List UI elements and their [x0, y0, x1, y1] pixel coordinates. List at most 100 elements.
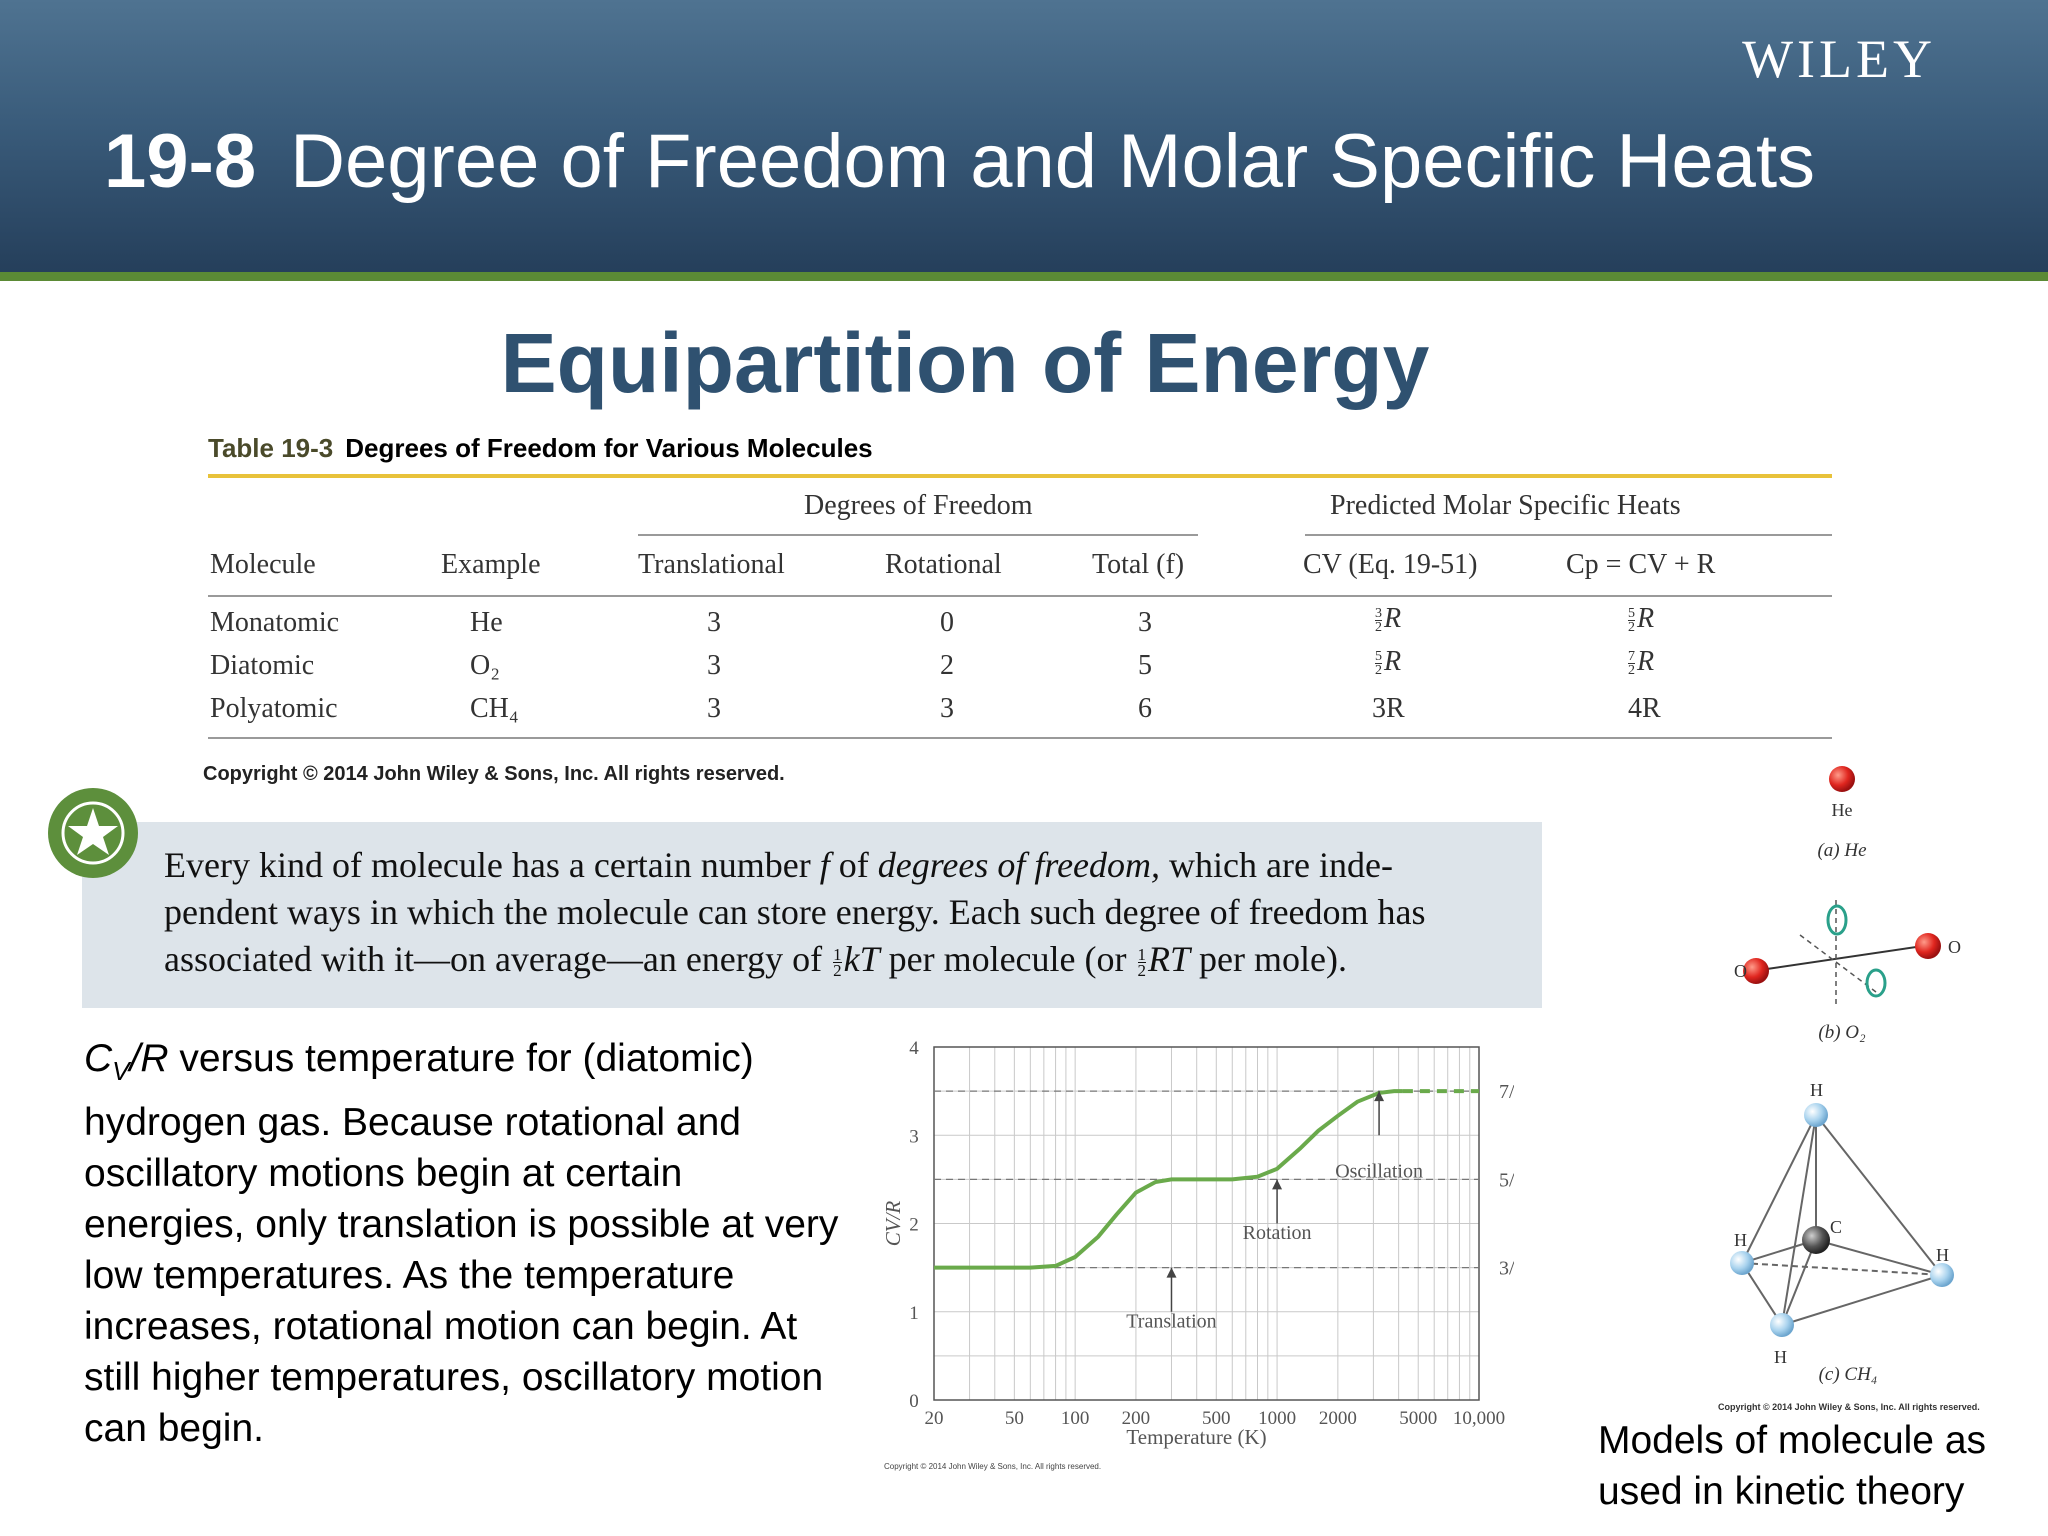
group-rule-dof: [638, 534, 1198, 536]
y-axis-label: CV/R: [881, 1201, 905, 1247]
c-label: C: [1830, 1217, 1842, 1237]
hydrogen-atom: [1804, 1103, 1828, 1127]
col-molecule: Molecule: [210, 549, 316, 580]
col-cv: CV (Eq. 19-51): [1303, 549, 1478, 580]
definition-box: [82, 822, 1542, 1008]
col-rotational: Rotational: [885, 549, 1002, 580]
section-heading: Degree of Freedom and Molar Specific Hea…: [290, 119, 1816, 204]
molecule-copyright: Copyright © 2014 John Wiley & Sons, Inc.…: [1718, 1402, 1980, 1412]
helium-atom: [1829, 766, 1855, 792]
cell-molecule: Polyatomic: [210, 693, 338, 724]
col-cp: Cp = CV + R: [1566, 549, 1716, 580]
x-tick-label: 1000: [1258, 1408, 1296, 1429]
annotation-label: Oscillation: [1335, 1160, 1423, 1182]
slide-title: Equipartition of Energy: [500, 316, 1430, 410]
x-tick-label: 20: [925, 1408, 944, 1429]
wiley-logo: WILEY: [1742, 29, 1936, 89]
section-number: 19-8: [104, 119, 257, 204]
series-line: [934, 1089, 1403, 1270]
table-label: Table 19-3: [208, 433, 334, 463]
cv-temperature-chart: 3/25/27/2205010020050010002000500010,000…: [881, 1038, 1514, 1449]
definition-line-3: associated with it—on average—an energy …: [164, 939, 1347, 981]
y-tick-label: 4: [909, 1038, 919, 1059]
x-tick-label: 500: [1202, 1408, 1231, 1429]
cell-cp: 4R: [1628, 693, 1661, 724]
o2-bond: [1759, 944, 1931, 971]
cell-molecule: Monatomic: [210, 607, 340, 638]
y-tick-label: 3: [909, 1126, 919, 1147]
chart-caption: CV/R versus temperature for (diatomic) h…: [84, 1037, 839, 1450]
o-label: O: [1948, 937, 1961, 957]
section-title: 19-8 Degree of Freedom and Molar Specific…: [104, 118, 1815, 205]
x-tick-label: 50: [1005, 1408, 1024, 1429]
carbon-atom: [1802, 1226, 1830, 1254]
table-title: Degrees of Freedom for Various Molecules: [345, 433, 873, 463]
cell-rotational: 2: [940, 650, 954, 681]
table-top-rule: [208, 474, 1832, 478]
definition-line-2: pendent ways in which the molecule can s…: [164, 892, 1426, 932]
he-label: He: [1832, 800, 1853, 820]
x-axis-label: Temperature (K): [1126, 1425, 1266, 1449]
h-label: H: [1774, 1347, 1787, 1367]
cell-cv: 3R: [1372, 693, 1405, 724]
he-caption: (a) He: [1817, 840, 1866, 861]
group-rule-predicted: [1305, 534, 1832, 536]
x-tick-label: 5000: [1399, 1408, 1437, 1429]
annotation-label: Translation: [1126, 1310, 1216, 1332]
arrow-icon: [1166, 1267, 1177, 1278]
hydrogen-atom: [1930, 1263, 1954, 1287]
table-caption: Table 19-3 Degrees of Freedom for Various…: [208, 433, 873, 464]
cell-translational: 3: [707, 650, 721, 681]
h-label: H: [1734, 1230, 1747, 1250]
ch4-caption: (c) CH₄: [1819, 1364, 1878, 1385]
chart-copyright: Copyright © 2014 John Wiley & Sons, Inc.…: [884, 1462, 1102, 1471]
cell-example: O₂: [470, 650, 500, 681]
y-tick-label: 0: [909, 1391, 919, 1412]
cell-translational: 3: [707, 607, 721, 638]
x-tick-label: 10,000: [1453, 1408, 1505, 1429]
header-rule: [208, 595, 1832, 597]
molecule-models: He (a) He O O (b) O₂ H H H H C (c) CH₄: [1730, 766, 1961, 1385]
cell-total: 6: [1138, 693, 1152, 724]
header-accent-stripe: [0, 272, 2048, 281]
y-tick-label: 1: [909, 1303, 919, 1324]
cell-molecule: Diatomic: [210, 650, 315, 681]
cell-total: 5: [1138, 650, 1152, 681]
rotation-arrow-icon: [1865, 968, 1887, 998]
x-tick-label: 200: [1122, 1408, 1151, 1429]
col-translational: Translational: [638, 549, 785, 580]
definition-line-1: Every kind of molecule has a certain num…: [164, 845, 1393, 885]
arrow-icon: [1374, 1091, 1385, 1102]
oxygen-atom: [1743, 958, 1769, 984]
cell-rotational: 0: [940, 607, 954, 638]
col-total: Total (f): [1092, 549, 1185, 580]
cell-translational: 3: [707, 693, 721, 724]
cell-rotational: 3: [940, 693, 954, 724]
header-predicted-heats: Predicted Molar Specific Heats: [1330, 490, 1681, 521]
molecule-caption: Models of molecule as used in kinetic th…: [1598, 1419, 1987, 1513]
plot-frame: [933, 1046, 1480, 1401]
h-label: H: [1810, 1080, 1823, 1100]
col-example: Example: [441, 549, 541, 580]
cell-example: CH₄: [470, 693, 519, 724]
o-label: O: [1734, 961, 1747, 981]
h-label: H: [1936, 1245, 1949, 1265]
arrow-icon: [1272, 1179, 1283, 1190]
annotation-label: Rotation: [1243, 1222, 1312, 1244]
x-tick-label: 100: [1061, 1408, 1090, 1429]
y-tick-label: 2: [909, 1215, 919, 1236]
rotation-arrow-icon: [1826, 904, 1848, 936]
table-copyright: Copyright © 2014 John Wiley & Sons, Inc.…: [203, 763, 785, 785]
oxygen-atom: [1915, 933, 1941, 959]
hydrogen-atom: [1730, 1251, 1754, 1275]
table-bottom-rule: [208, 737, 1832, 739]
